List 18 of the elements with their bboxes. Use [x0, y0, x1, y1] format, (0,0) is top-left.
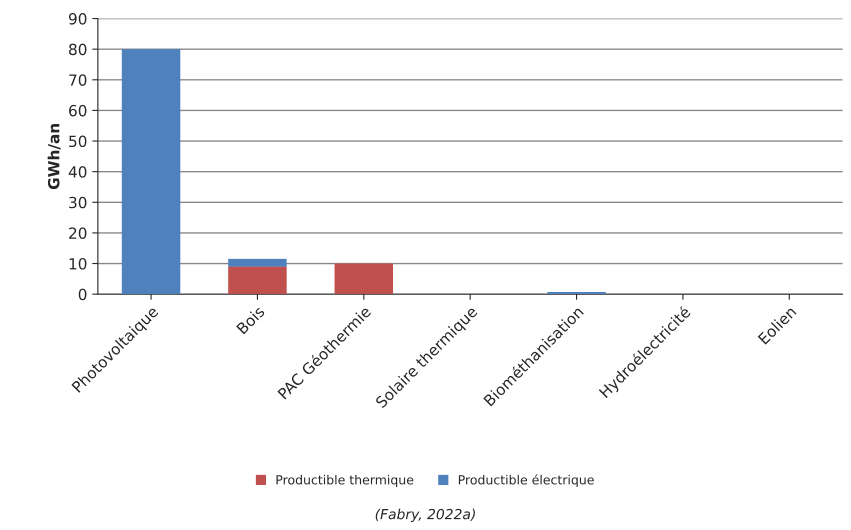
y-tick-label: 80 — [69, 44, 86, 56]
legend-label: Productible électrique — [458, 474, 594, 487]
y-tick-label: 10 — [70, 258, 86, 270]
bar — [228, 266, 287, 294]
y-tick-label: 90 — [68, 13, 86, 25]
y-tick-label: 40 — [68, 166, 86, 178]
text: (Fabry, 2022a) — [376, 508, 475, 522]
y-tick-label: 70 — [69, 74, 86, 86]
y-axis-title: GWh/an — [48, 124, 61, 190]
y-tick-label: 0 — [78, 288, 86, 300]
bar — [334, 264, 394, 294]
y-tick-label: 50 — [69, 136, 86, 148]
legend-label: Productible thermique — [276, 474, 414, 487]
y-tick-label: 60 — [69, 104, 86, 116]
y-tick-label: 20 — [69, 227, 86, 239]
bar — [228, 258, 287, 267]
y-tick-label: 30 — [69, 196, 86, 208]
bar — [122, 49, 180, 294]
